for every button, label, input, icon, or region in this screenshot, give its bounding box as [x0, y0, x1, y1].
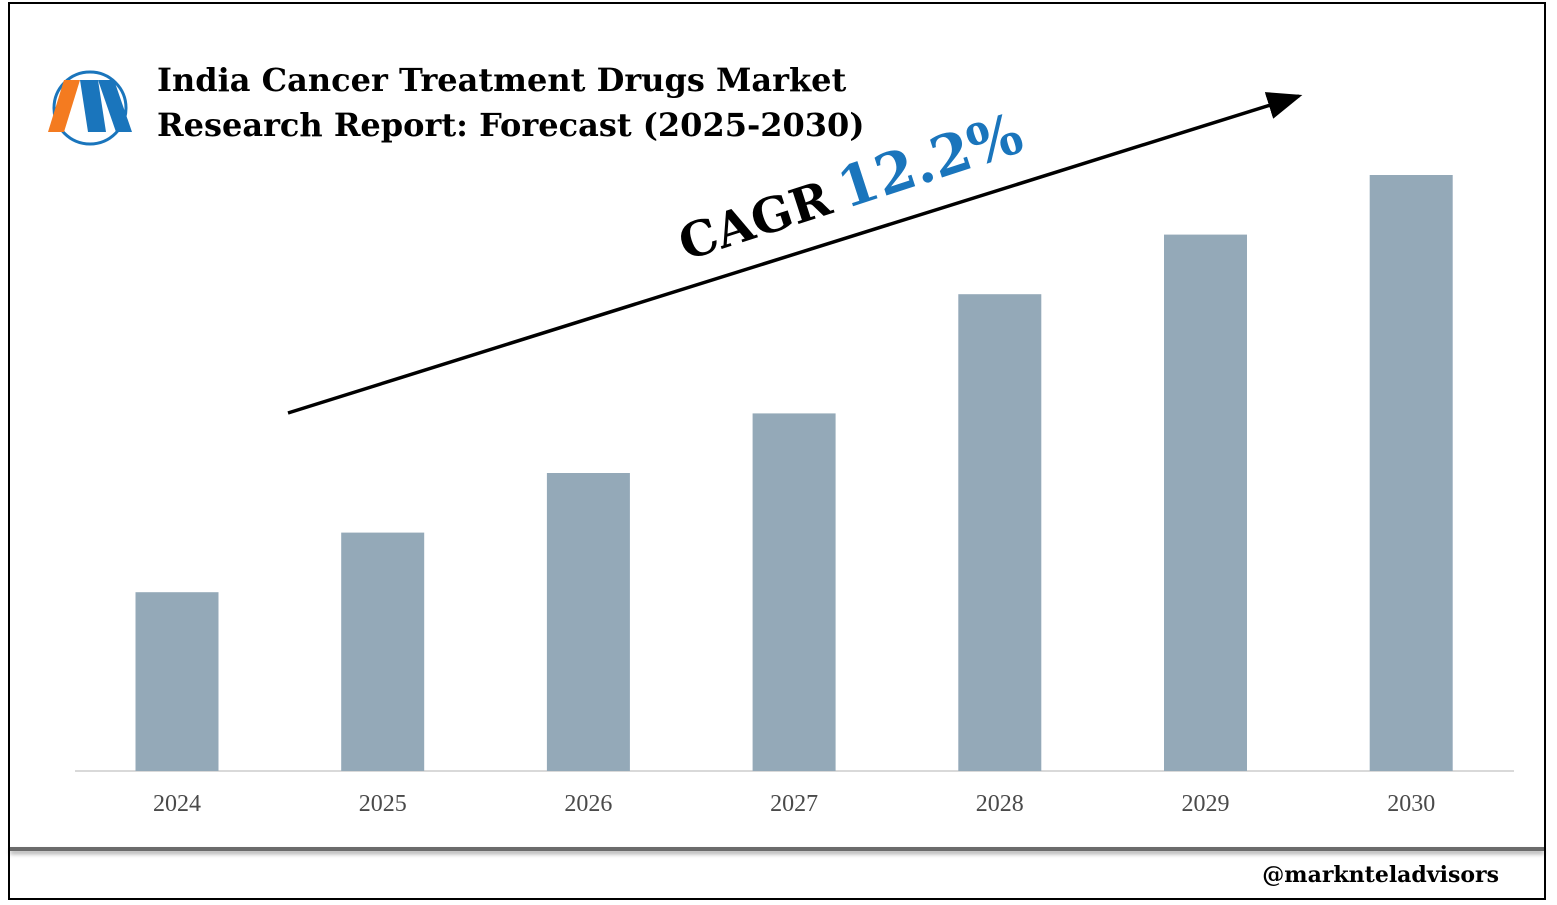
bar-2027: [752, 413, 836, 771]
chart-title: India Cancer Treatment Drugs Market Rese…: [157, 58, 864, 148]
x-tick-label-2025: 2025: [359, 791, 407, 817]
chart-frame: [8, 2, 1546, 900]
chart-title-line-1: India Cancer Treatment Drugs Market: [157, 61, 847, 99]
growth-trend-arrow: [287, 92, 1303, 415]
bar-2024: [135, 592, 219, 771]
x-tick-label-2028: 2028: [976, 791, 1024, 817]
bar-2028: [958, 294, 1042, 771]
footer-divider: [10, 847, 1544, 851]
chart-title-line-2: Research Report: Forecast (2025-2030): [157, 106, 865, 144]
bar-2025: [341, 532, 425, 771]
x-tick-label-2027: 2027: [770, 791, 818, 817]
x-tick-label-2030: 2030: [1387, 791, 1435, 817]
footer-handle: @marknteladvisors: [1262, 862, 1499, 888]
bar-2026: [546, 473, 630, 771]
x-tick-label-2026: 2026: [564, 791, 612, 817]
bar-2030: [1369, 175, 1453, 771]
bar-2029: [1164, 234, 1247, 772]
x-tick-label-2024: 2024: [153, 791, 201, 817]
x-tick-label-2029: 2029: [1182, 791, 1230, 817]
company-logo-icon: [48, 70, 132, 146]
